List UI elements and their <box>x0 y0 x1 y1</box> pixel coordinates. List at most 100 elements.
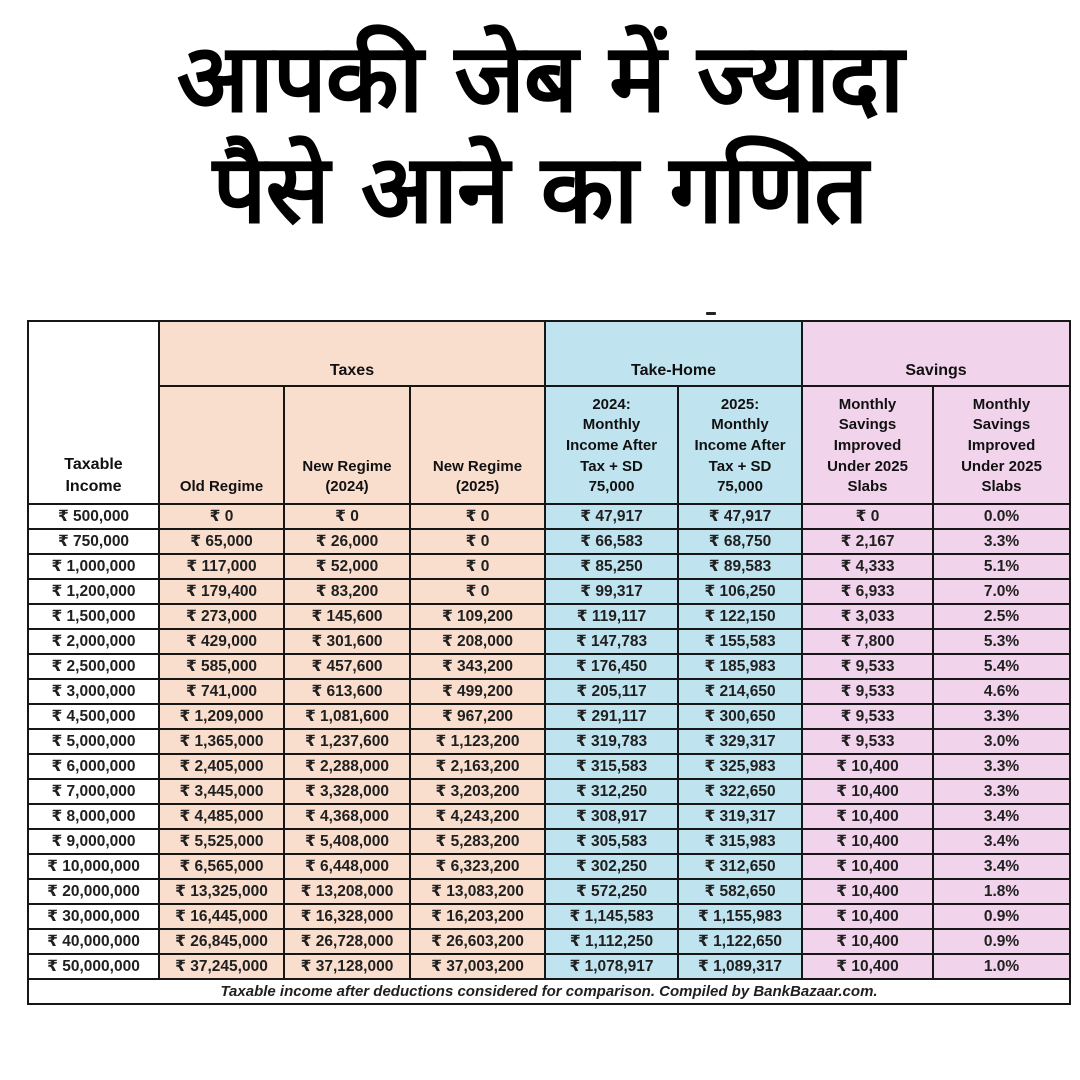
header-old-regime: Old Regime <box>158 385 285 505</box>
table-row: ₹ 6,000,000 ₹ 2,405,000 ₹ 2,288,000 ₹ 2,163… <box>27 753 1072 780</box>
table-cell: ₹ 572,250 <box>544 878 680 905</box>
table-cell: ₹ 312,650 <box>677 853 804 880</box>
table-cell: ₹ 1,365,000 <box>158 728 285 755</box>
table-cell: ₹ 7,000,000 <box>27 778 160 805</box>
table-cell: ₹ 10,400 <box>801 803 935 830</box>
table-cell: ₹ 26,603,200 <box>408 928 547 955</box>
table-cell: 5.4% <box>932 653 1072 680</box>
table-cell: ₹ 13,208,000 <box>283 878 411 905</box>
table-cell: 3.0% <box>932 728 1072 755</box>
header-taxable-income: Taxable Income <box>27 320 160 505</box>
table-cell: ₹ 1,155,983 <box>677 903 804 930</box>
table-row: ₹ 40,000,000 ₹ 26,845,000 ₹ 26,728,000 ₹ 26… <box>27 928 1072 955</box>
table-cell: 3.4% <box>932 803 1072 830</box>
table-cell: ₹ 5,000,000 <box>27 728 160 755</box>
table-cell: 0.0% <box>932 503 1072 530</box>
table-row: ₹ 7,000,000 ₹ 3,445,000 ₹ 3,328,000 ₹ 3,203… <box>27 778 1072 805</box>
table-cell: ₹ 10,400 <box>801 753 935 780</box>
table-cell: ₹ 109,200 <box>408 603 547 630</box>
table-cell: ₹ 7,800 <box>801 628 935 655</box>
table-cell: ₹ 2,000,000 <box>27 628 160 655</box>
table-body: ₹ 500,000 ₹ 0 ₹ 0 ₹ 0 ₹ 47,917 ₹ 47,917 ₹ 0 0.0… <box>27 503 1072 980</box>
table-cell: ₹ 68,750 <box>677 528 804 555</box>
table-row: ₹ 50,000,000 ₹ 37,245,000 ₹ 37,128,000 ₹ 37… <box>27 953 1072 980</box>
table-cell: ₹ 329,317 <box>677 728 804 755</box>
table-row: ₹ 3,000,000 ₹ 741,000 ₹ 613,600 ₹ 499,200 ₹ … <box>27 678 1072 705</box>
table-cell: ₹ 89,583 <box>677 553 804 580</box>
table-cell: ₹ 176,450 <box>544 653 680 680</box>
table-cell: ₹ 273,000 <box>158 603 285 630</box>
footnote-row: Taxable income after deductions consider… <box>26 978 1072 1005</box>
table-cell: ₹ 13,083,200 <box>408 878 547 905</box>
table-cell: 3.4% <box>932 828 1072 855</box>
table-cell: ₹ 2,163,200 <box>408 753 547 780</box>
table-cell: ₹ 315,583 <box>544 753 680 780</box>
table-row: ₹ 2,000,000 ₹ 429,000 ₹ 301,600 ₹ 208,000 ₹ … <box>27 628 1072 655</box>
table-cell: ₹ 10,400 <box>801 953 935 980</box>
table-cell: 0.9% <box>932 928 1072 955</box>
table-cell: ₹ 9,533 <box>801 678 935 705</box>
table-cell: ₹ 582,650 <box>677 878 804 905</box>
table-cell: 3.3% <box>932 753 1072 780</box>
table-cell: ₹ 8,000,000 <box>27 803 160 830</box>
table-row: ₹ 1,200,000 ₹ 179,400 ₹ 83,200 ₹ 0 ₹ 99,317 ₹… <box>27 578 1072 605</box>
table-cell: ₹ 1,122,650 <box>677 928 804 955</box>
table-row: ₹ 2,500,000 ₹ 585,000 ₹ 457,600 ₹ 343,200 ₹ … <box>27 653 1072 680</box>
table-cell: ₹ 6,448,000 <box>283 853 411 880</box>
table-cell: ₹ 319,317 <box>677 803 804 830</box>
table-cell: ₹ 4,368,000 <box>283 803 411 830</box>
table-cell: 7.0% <box>932 578 1072 605</box>
stray-scan-mark <box>706 312 716 315</box>
table-cell: ₹ 205,117 <box>544 678 680 705</box>
table-cell: ₹ 10,000,000 <box>27 853 160 880</box>
table-row: ₹ 10,000,000 ₹ 6,565,000 ₹ 6,448,000 ₹ 6,32… <box>27 853 1072 880</box>
table-cell: ₹ 16,328,000 <box>283 903 411 930</box>
table-cell: 3.3% <box>932 778 1072 805</box>
table-cell: ₹ 6,565,000 <box>158 853 285 880</box>
table-cell: ₹ 967,200 <box>408 703 547 730</box>
table-cell: ₹ 500,000 <box>27 503 160 530</box>
group-header-row: Taxable Income Taxes Take-Home Savings <box>27 320 1072 505</box>
table-cell: ₹ 343,200 <box>408 653 547 680</box>
page-title-line-1: आपकी जेब में ज्यादा <box>176 24 904 134</box>
table-cell: ₹ 1,200,000 <box>27 578 160 605</box>
table-cell: ₹ 3,033 <box>801 603 935 630</box>
table-cell: 0.9% <box>932 903 1072 930</box>
table-cell: ₹ 499,200 <box>408 678 547 705</box>
table-cell: 3.3% <box>932 703 1072 730</box>
table-cell: ₹ 1,089,317 <box>677 953 804 980</box>
table-cell: ₹ 3,328,000 <box>283 778 411 805</box>
table-cell: ₹ 319,783 <box>544 728 680 755</box>
table-cell: ₹ 457,600 <box>283 653 411 680</box>
table-cell: 3.4% <box>932 853 1072 880</box>
table-cell: ₹ 0 <box>283 503 411 530</box>
table-cell: ₹ 10,400 <box>801 778 935 805</box>
table-row: ₹ 500,000 ₹ 0 ₹ 0 ₹ 0 ₹ 47,917 ₹ 47,917 ₹ 0 0.0… <box>27 503 1072 530</box>
table-cell: ₹ 1,237,600 <box>283 728 411 755</box>
table-header: Taxable Income Taxes Take-Home Savings O… <box>27 320 1072 505</box>
table-cell: ₹ 208,000 <box>408 628 547 655</box>
tax-comparison-table: Taxable Income Taxes Take-Home Savings O… <box>26 320 1072 1005</box>
table-cell: ₹ 308,917 <box>544 803 680 830</box>
table-row: ₹ 4,500,000 ₹ 1,209,000 ₹ 1,081,600 ₹ 967,2… <box>27 703 1072 730</box>
table-cell: ₹ 429,000 <box>158 628 285 655</box>
table-cell: ₹ 10,400 <box>801 853 935 880</box>
table-cell: ₹ 300,650 <box>677 703 804 730</box>
table-cell: ₹ 119,117 <box>544 603 680 630</box>
table-cell: ₹ 301,600 <box>283 628 411 655</box>
table-cell: ₹ 37,128,000 <box>283 953 411 980</box>
header-takehome-2024: 2024: Monthly Income After Tax + SD 75,0… <box>544 385 680 505</box>
table-cell: ₹ 302,250 <box>544 853 680 880</box>
table-cell: ₹ 315,983 <box>677 828 804 855</box>
table-cell: ₹ 99,317 <box>544 578 680 605</box>
table-cell: ₹ 47,917 <box>544 503 680 530</box>
table-cell: ₹ 613,600 <box>283 678 411 705</box>
table-cell: ₹ 4,243,200 <box>408 803 547 830</box>
table-cell: ₹ 37,003,200 <box>408 953 547 980</box>
table-cell: ₹ 0 <box>408 553 547 580</box>
header-takehome-2025: 2025: Monthly Income After Tax + SD 75,0… <box>677 385 804 505</box>
table-row: ₹ 750,000 ₹ 65,000 ₹ 26,000 ₹ 0 ₹ 66,583 ₹ 68… <box>27 528 1072 555</box>
table-cell: ₹ 179,400 <box>158 578 285 605</box>
table-cell: ₹ 122,150 <box>677 603 804 630</box>
